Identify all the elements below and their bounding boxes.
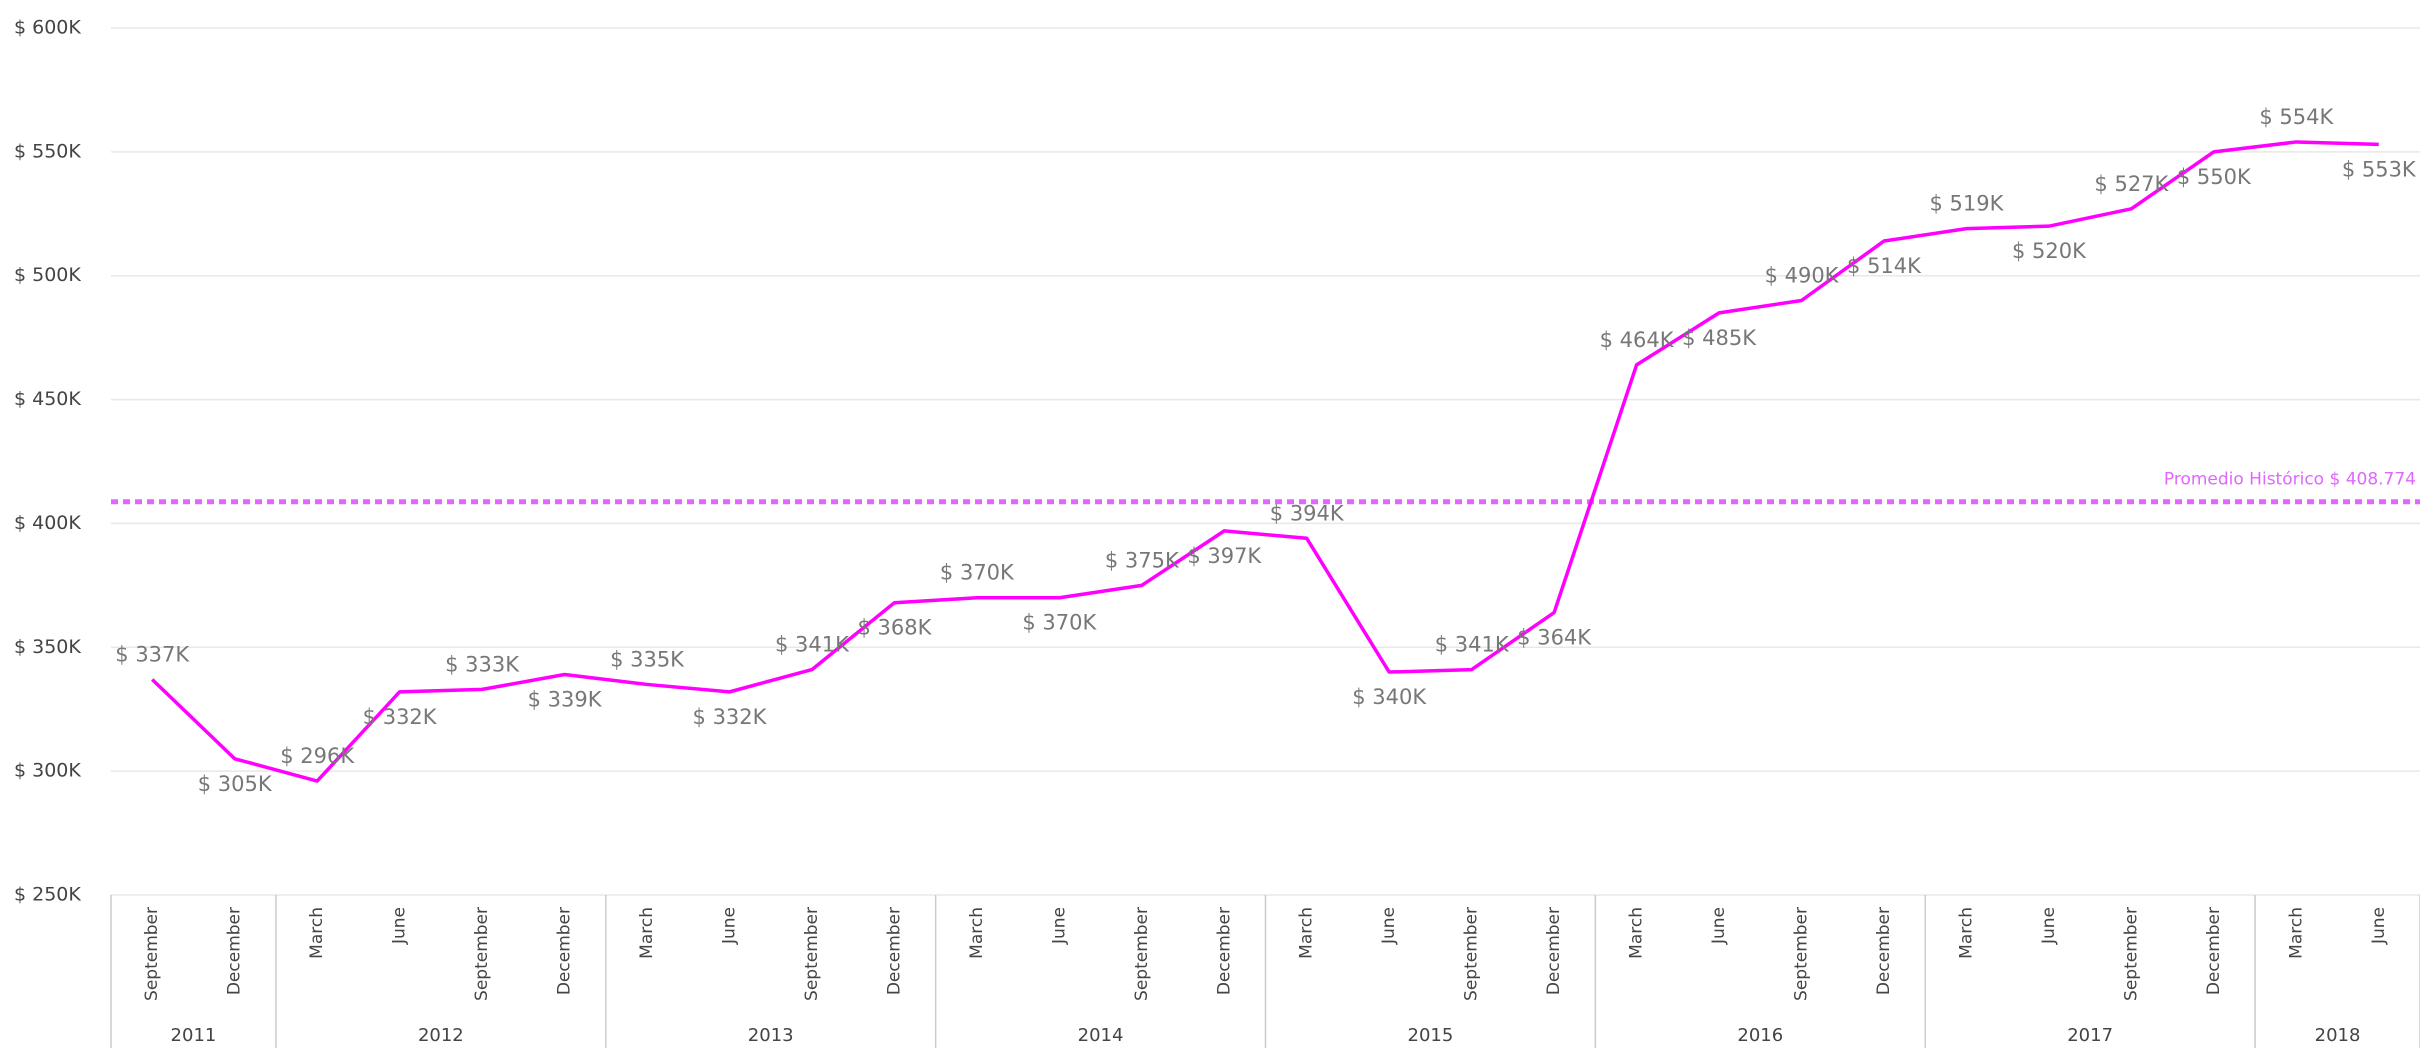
data-label: $ 340K — [1352, 685, 1427, 709]
y-tick-label: $ 600K — [14, 17, 81, 39]
x-tick-label: June — [2039, 907, 2059, 945]
year-label: 2018 — [2315, 1025, 2361, 1046]
x-tick-label: June — [1379, 907, 1399, 945]
year-label: 2014 — [1078, 1025, 1124, 1046]
x-tick-label: December — [225, 907, 245, 995]
x-tick-label: June — [719, 907, 739, 945]
x-tick-label: December — [2204, 907, 2224, 995]
x-tick-label: March — [967, 907, 987, 959]
y-tick-label: $ 550K — [14, 140, 81, 162]
x-tick-label: September — [1792, 907, 1812, 1001]
x-tick-label: September — [802, 907, 822, 1001]
year-label: 2015 — [1408, 1025, 1454, 1046]
year-label: 2012 — [418, 1025, 464, 1046]
x-tick-label: December — [884, 907, 904, 995]
year-label: 2017 — [2067, 1025, 2113, 1046]
x-tick-label: March — [2286, 907, 2306, 959]
data-label: $ 553K — [2342, 157, 2417, 181]
data-label: $ 485K — [1682, 326, 1757, 350]
x-tick-label: September — [1462, 907, 1482, 1001]
data-label: $ 550K — [2177, 165, 2252, 189]
data-label: $ 375K — [1105, 548, 1180, 572]
x-tick-label: September — [472, 907, 492, 1001]
data-label: $ 519K — [1930, 192, 2005, 216]
data-label: $ 341K — [775, 633, 850, 657]
x-tick-label: March — [637, 907, 657, 959]
line — [151, 140, 2379, 783]
data-label: $ 368K — [857, 616, 932, 640]
y-tick-label: $ 300K — [14, 760, 81, 782]
data-label: $ 394K — [1270, 501, 1345, 525]
year-label: 2011 — [171, 1025, 217, 1046]
data-label: $ 464K — [1600, 328, 1675, 352]
data-label: $ 490K — [1765, 263, 1840, 287]
data-label: $ 332K — [693, 705, 768, 729]
data-label: $ 337K — [115, 642, 190, 666]
x-tick-label: December — [1874, 907, 1894, 995]
x-tick-label: June — [390, 907, 410, 945]
data-label: $ 370K — [1022, 611, 1097, 635]
x-tick-label: December — [555, 907, 575, 995]
x-tick-label: March — [307, 907, 327, 959]
y-tick-label: $ 350K — [14, 636, 81, 658]
data-label: $ 554K — [2259, 105, 2334, 129]
x-tick-label: September — [2121, 907, 2141, 1001]
data-label: $ 335K — [610, 647, 685, 671]
data-label: $ 514K — [1847, 254, 1922, 278]
data-label: $ 333K — [445, 652, 520, 676]
data-label: $ 296K — [280, 744, 355, 768]
year-label: 2013 — [748, 1025, 794, 1046]
data-label: $ 341K — [1435, 633, 1510, 657]
data-label: $ 527K — [2094, 172, 2169, 196]
data-label: $ 332K — [363, 705, 438, 729]
x-tick-label: March — [1956, 907, 1976, 959]
y-tick-label: $ 500K — [14, 264, 81, 286]
data-label: $ 305K — [198, 772, 273, 796]
x-tick-label: March — [1297, 907, 1317, 959]
x-tick-label: September — [142, 907, 162, 1001]
year-label: 2016 — [1737, 1025, 1783, 1046]
y-tick-label: $ 450K — [14, 388, 81, 410]
x-tick-label: March — [1627, 907, 1647, 959]
x-tick-label: June — [1049, 907, 1069, 945]
x-tick-label: September — [1132, 907, 1152, 1001]
x-tick-label: June — [2369, 907, 2389, 945]
x-tick-label: December — [1214, 907, 1234, 995]
data-label: $ 370K — [940, 561, 1015, 585]
x-tick-label: June — [1709, 907, 1729, 945]
x-tick-label: December — [1544, 907, 1564, 995]
data-label: $ 397K — [1187, 544, 1262, 568]
y-tick-label: $ 250K — [14, 884, 81, 906]
data-label: $ 364K — [1517, 626, 1592, 650]
data-label: $ 339K — [528, 688, 603, 712]
reference-label: Promedio Histórico $ 408.774 — [2164, 470, 2416, 490]
data-label: $ 520K — [2012, 239, 2087, 263]
y-tick-label: $ 400K — [14, 512, 81, 534]
